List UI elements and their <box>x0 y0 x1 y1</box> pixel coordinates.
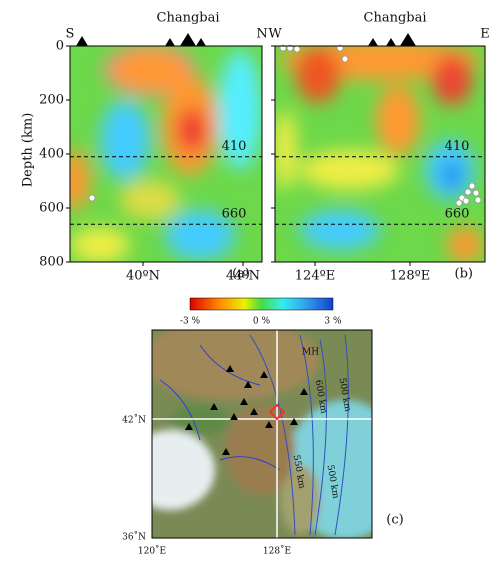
map-annotation: MH <box>302 348 319 358</box>
y-label: Depth (km) <box>21 113 36 188</box>
end-label: E <box>480 27 490 42</box>
y-tick-label: 0 <box>56 39 64 54</box>
panel-label: (c) <box>386 513 403 528</box>
x-tick-label: 124ºE <box>295 269 335 284</box>
discontinuity-label: 660 <box>222 207 247 222</box>
colorbar-tick: -3 % <box>180 317 201 327</box>
colorbar-tick: 0 % <box>253 317 271 327</box>
discontinuity-label: 410 <box>445 139 470 154</box>
end-label: S <box>66 27 75 42</box>
x-tick-label: 44ºN <box>226 269 260 284</box>
volcanoes <box>76 33 416 46</box>
discontinuity-label: 660 <box>445 207 470 222</box>
end-label: N <box>256 27 267 42</box>
map-tick: 42˚N <box>122 414 146 426</box>
map-tick: 120˚E <box>138 545 166 557</box>
y-tick-label: 200 <box>39 93 64 108</box>
map-tick: 128˚E <box>263 545 291 557</box>
map <box>152 330 372 538</box>
panel-label: (a) <box>232 267 250 282</box>
x-tick-label: 128ºE <box>390 269 430 284</box>
map-tick: 36˚N <box>122 531 146 543</box>
tomo-a <box>70 46 262 262</box>
colorbar-tick: 3 % <box>324 317 342 327</box>
y-tick-label: 600 <box>39 201 64 216</box>
tomo-b <box>275 46 485 262</box>
x-tick-label: 40ºN <box>126 269 160 284</box>
end-label: W <box>268 27 282 42</box>
map-frame <box>151 329 373 539</box>
discontinuity-label: 410 <box>222 139 247 154</box>
y-tick-label: 400 <box>39 147 64 162</box>
title: Changbai <box>364 11 427 26</box>
y-tick-label: 800 <box>39 255 64 270</box>
panel-label: (b) <box>455 267 473 282</box>
events <box>88 44 482 207</box>
colorbar <box>189 297 334 311</box>
title: Changbai <box>157 11 220 26</box>
